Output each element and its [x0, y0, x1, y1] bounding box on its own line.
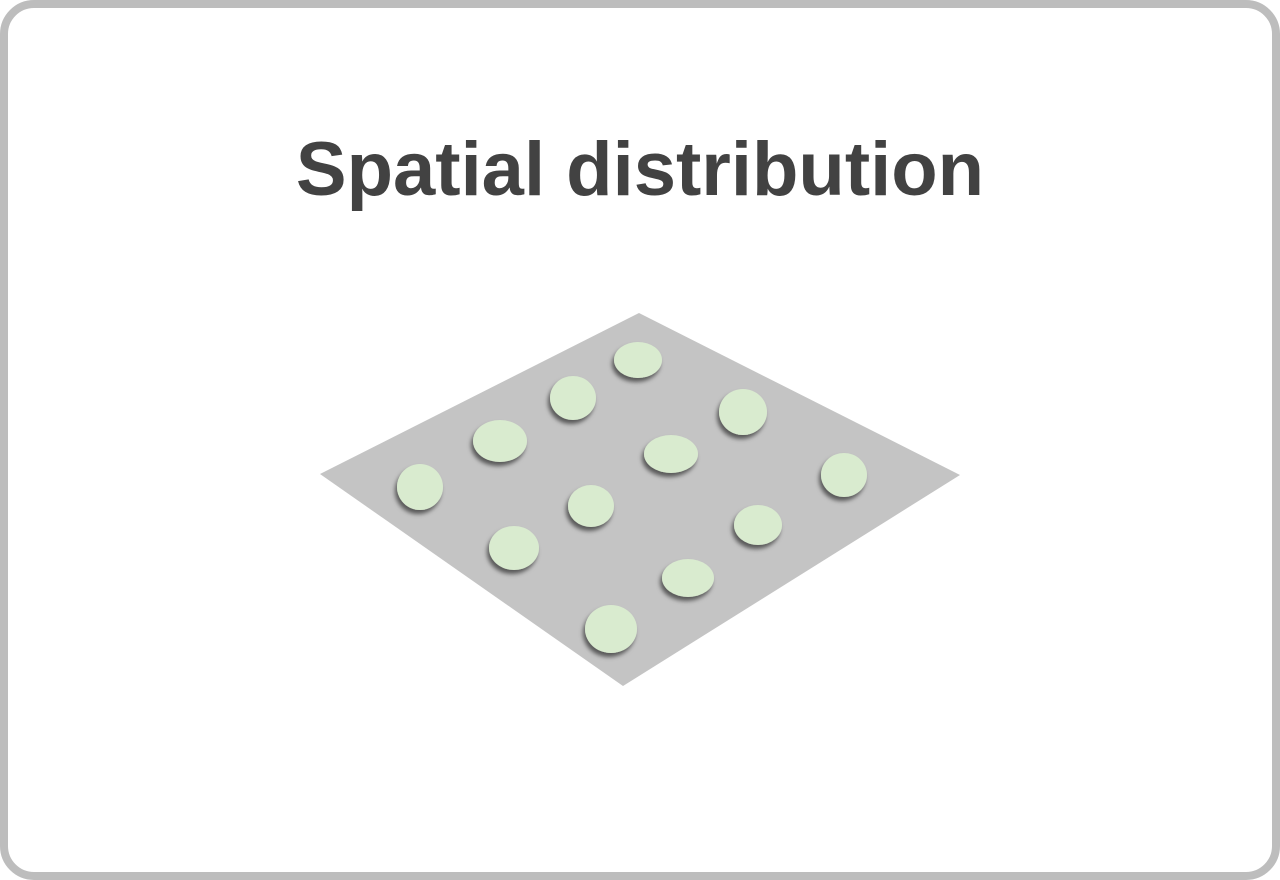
- dot: [397, 464, 443, 510]
- dot: [614, 342, 662, 378]
- dot: [719, 389, 767, 435]
- dot: [585, 605, 637, 653]
- dot: [644, 435, 698, 473]
- dot: [662, 559, 714, 597]
- page-title: Spatial distribution: [295, 127, 985, 212]
- dot: [489, 526, 539, 570]
- ground-plane: [320, 313, 960, 686]
- dot: [568, 485, 614, 527]
- dot: [821, 453, 867, 497]
- dots-group: [397, 342, 867, 653]
- dot: [734, 505, 782, 545]
- dot: [473, 420, 527, 462]
- dot: [550, 376, 596, 420]
